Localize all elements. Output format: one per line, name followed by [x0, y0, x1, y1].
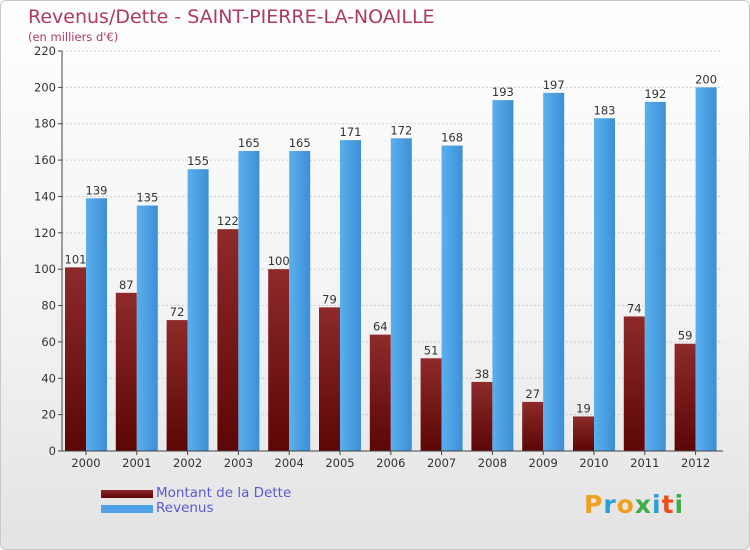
- value-label-revenus: 171: [340, 125, 362, 139]
- bar-debt-2003: [217, 229, 239, 451]
- logo-letter: o: [616, 490, 635, 519]
- value-label-revenus: 183: [594, 103, 616, 117]
- bar-revenus-2012: [695, 87, 717, 451]
- x-tick-label: 2008: [478, 456, 507, 470]
- bar-debt-2006: [369, 334, 391, 451]
- value-label-revenus: 172: [390, 123, 412, 137]
- bar-debt-2001: [115, 292, 137, 451]
- y-tick-label: 100: [34, 262, 56, 276]
- bar-debt-2012: [674, 343, 696, 451]
- value-label-revenus: 200: [695, 72, 717, 86]
- y-tick-label: 180: [34, 117, 56, 131]
- bar-revenus-2006: [390, 138, 412, 452]
- value-label-debt: 64: [373, 320, 388, 334]
- bar-revenus-2002: [187, 169, 209, 451]
- logo-letter: P: [584, 490, 604, 519]
- y-tick-label: 80: [41, 299, 56, 313]
- x-tick-label: 2012: [681, 456, 710, 470]
- legend-label-debt: Montant de la Dette: [156, 485, 292, 501]
- x-tick-label: 2011: [630, 456, 659, 470]
- bar-revenus-2008: [492, 100, 514, 451]
- logo-letter: t: [661, 490, 675, 519]
- bar-revenus-2000: [86, 198, 107, 451]
- value-label-revenus: 197: [543, 78, 565, 92]
- bar-debt-2004: [268, 269, 290, 451]
- value-label-debt: 38: [475, 367, 490, 381]
- value-label-debt: 101: [65, 252, 87, 266]
- y-tick-label: 40: [41, 371, 56, 385]
- chart-subtitle: (en milliers d'€): [28, 30, 119, 44]
- y-tick-label: 60: [41, 335, 56, 349]
- y-tick-label: 140: [34, 189, 56, 203]
- bar-revenus-2010: [594, 118, 615, 451]
- value-label-debt: 79: [322, 292, 337, 306]
- bar-revenus-2011: [644, 101, 666, 451]
- y-tick-label: 160: [34, 153, 56, 167]
- value-label-revenus: 192: [644, 87, 666, 101]
- y-tick-label: 20: [41, 408, 56, 422]
- logo-letter: r: [603, 490, 617, 519]
- x-tick-label: 2006: [376, 456, 405, 470]
- value-label-debt: 122: [217, 214, 239, 228]
- y-tick-label: 200: [34, 80, 56, 94]
- value-label-revenus: 193: [492, 85, 514, 99]
- bar-debt-2010: [573, 416, 594, 451]
- y-tick-label: 120: [34, 226, 56, 240]
- x-tick-label: 2009: [529, 456, 558, 470]
- value-label-debt: 27: [525, 387, 540, 401]
- proxiti-logo: Proxiti: [584, 490, 684, 519]
- logo-letter: i: [652, 490, 662, 519]
- bar-revenus-2009: [543, 92, 565, 452]
- logo-letter: x: [634, 490, 652, 519]
- value-label-debt: 51: [424, 343, 439, 357]
- y-tick-label: 220: [34, 44, 56, 58]
- value-label-debt: 59: [678, 329, 693, 343]
- bar-debt-2005: [319, 307, 340, 451]
- value-label-revenus: 135: [136, 191, 158, 205]
- bar-debt-2009: [522, 401, 544, 451]
- bar-revenus-2001: [136, 205, 158, 451]
- value-label-debt: 19: [576, 401, 591, 415]
- value-label-debt: 74: [627, 301, 642, 315]
- bar-debt-2007: [420, 358, 442, 451]
- bar-debt-2002: [166, 320, 188, 451]
- x-tick-label: 2010: [579, 456, 608, 470]
- bar-revenus-2005: [340, 140, 361, 451]
- bar-debt-2008: [471, 381, 493, 451]
- value-label-debt: 72: [170, 305, 185, 319]
- value-label-revenus: 168: [441, 131, 463, 145]
- value-label-debt: 100: [268, 254, 290, 268]
- logo-letter: i: [674, 490, 685, 519]
- y-tick-label: 0: [49, 444, 56, 458]
- x-tick-label: 2001: [122, 456, 151, 470]
- bar-revenus-2003: [238, 151, 260, 451]
- x-tick-label: 2004: [275, 456, 304, 470]
- value-label-revenus: 155: [187, 154, 209, 168]
- x-tick-label: 2005: [325, 456, 354, 470]
- legend-swatch-revenus: [101, 505, 153, 513]
- bar-revenus-2007: [441, 145, 463, 451]
- value-label-revenus: 139: [86, 183, 108, 197]
- x-tick-label: 2003: [224, 456, 253, 470]
- chart-title: Revenus/Dette - SAINT-PIERRE-LA-NOAILLE: [28, 6, 435, 28]
- x-tick-label: 2007: [427, 456, 456, 470]
- value-label-revenus: 165: [289, 136, 311, 150]
- value-label-revenus: 165: [238, 136, 260, 150]
- bar-revenus-2004: [289, 151, 311, 451]
- x-tick-label: 2002: [173, 456, 202, 470]
- legend-label-revenus: Revenus: [156, 500, 214, 516]
- bar-debt-2000: [65, 267, 86, 451]
- bar-debt-2011: [623, 316, 645, 451]
- x-tick-label: 2000: [71, 456, 100, 470]
- legend-swatch-debt: [101, 490, 153, 498]
- value-label-debt: 87: [119, 278, 134, 292]
